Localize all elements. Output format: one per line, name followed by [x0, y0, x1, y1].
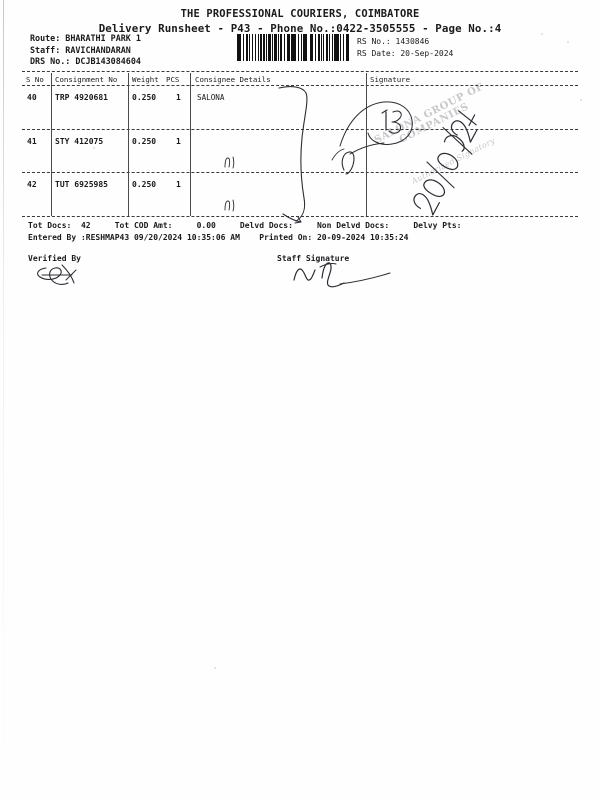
col-header-weight: Weight [132, 75, 159, 84]
drs-no-line: DRS No.: DCJB143084604 [30, 56, 141, 67]
table-rule-top [22, 71, 578, 72]
page-subtitle: Delivery Runsheet - P43 - Phone No.:0422… [98, 22, 502, 35]
cell-consignee-details: SALONA [197, 93, 225, 102]
col-header-consignment-no: Consignment No [55, 75, 118, 84]
scan-speckle [214, 667, 216, 669]
col-sep-consignment [128, 73, 129, 216]
scan-speckle [580, 99, 582, 101]
cell-s-no: 42 [27, 180, 37, 189]
cell-weight: 0.250 [132, 93, 157, 102]
ink-mark-row-41 [222, 154, 238, 170]
rs-no-line: RS No.: 1430846 [357, 37, 430, 46]
ink-signature-row-40 [338, 96, 448, 156]
cell-s-no: 41 [27, 137, 37, 146]
col-header-consignee-details: Consignee Details [195, 75, 271, 84]
cell-consignment-no: STY 412075 [55, 137, 104, 146]
cell-consignment-no: TUT 6925985 [55, 180, 108, 189]
header-right-block: RS No.: 1430846 RS Date: 20-Sep-2024 [357, 36, 453, 60]
table-rule-row-40 [22, 129, 578, 130]
col-header-signature: Signature [370, 75, 411, 84]
cell-weight: 0.250 [132, 137, 157, 146]
scan-speckle [93, 147, 95, 149]
col-sep-pcs [190, 73, 191, 216]
ink-signature-row-41 [330, 140, 420, 180]
totals-line: Tot Docs: 42 Tot COD Amt: 0.00 Delvd Doc… [28, 221, 462, 230]
cell-pcs: 1 [176, 180, 181, 189]
col-header-pcs: PCS [166, 75, 180, 84]
page-title: THE PROFESSIONAL COURIERS, COIMBATORE [180, 8, 420, 20]
audit-line: Entered By :RESHMAP43 09/20/2024 10:35:0… [28, 233, 409, 242]
scan-edge [3, 0, 4, 800]
route-line: Route: BHARATHI PARK 1 [30, 33, 141, 43]
scan-speckle [567, 41, 569, 43]
runsheet-barcode [237, 34, 351, 61]
verified-by-label: Verified By [28, 254, 81, 263]
cell-weight: 0.250 [132, 180, 157, 189]
ink-handwritten-date [413, 110, 530, 222]
table-rule-header [22, 85, 578, 86]
cell-consignment-no: TRP 4920681 [55, 93, 108, 102]
ink-staff-signature [290, 258, 400, 292]
cell-s-no: 40 [27, 93, 37, 102]
stamp-authorized-signatory: Authorized Signatory [410, 135, 497, 187]
table-rule-row-41 [22, 172, 578, 173]
ink-mark-row-42 [222, 197, 238, 213]
cell-pcs: 1 [176, 93, 181, 102]
table-rule-row-42 [22, 216, 578, 217]
ink-vertical-stroke [276, 84, 316, 224]
staff-line: Staff: RAVICHANDARAN [30, 44, 131, 55]
staff-signature-label: Staff Signature [277, 254, 350, 263]
cell-pcs: 1 [176, 137, 181, 146]
col-sep-consignee [366, 73, 367, 216]
header-left-block: Route: BHARATHI PARK 1 Staff: RAVICHANDA… [30, 33, 141, 68]
col-header-s-no: S No [26, 75, 44, 84]
rs-date-line: RS Date: 20-Sep-2024 [357, 49, 454, 58]
col-sep-s-no [51, 73, 52, 216]
ink-verified-by-signature [32, 262, 88, 292]
scan-speckle [541, 33, 543, 35]
